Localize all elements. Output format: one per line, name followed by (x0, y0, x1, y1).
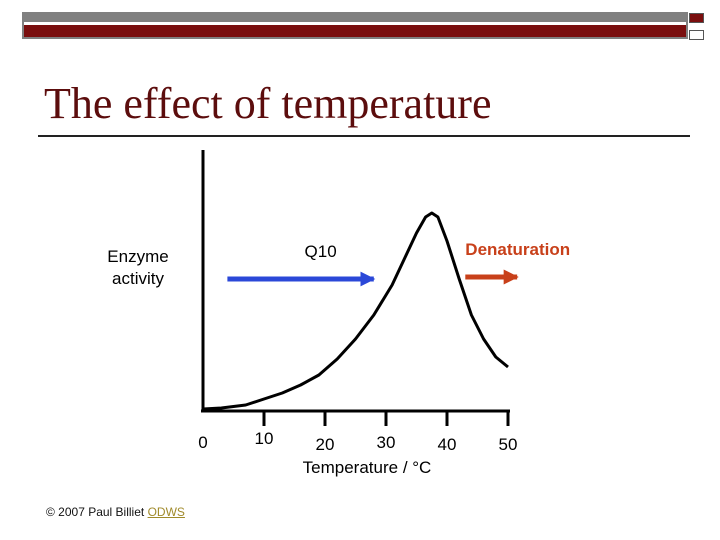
banner-corner-box-top (689, 13, 704, 23)
credit-text: © 2007 Paul Billiet (46, 505, 145, 519)
x-tick-label-40: 40 (438, 435, 457, 454)
q10-label: Q10 (305, 242, 337, 261)
copyright-credit: © 2007 Paul Billiet ODWS (46, 505, 185, 519)
x-tick-label-10: 10 (255, 429, 274, 448)
y-axis-label: Enzyme activity (107, 247, 169, 288)
banner-corner-box-bottom (689, 30, 704, 40)
x-tick-label-20: 20 (316, 435, 335, 454)
denaturation-label: Denaturation (465, 240, 570, 259)
x-tick-label-30: 30 (377, 433, 396, 452)
x-tick-label-0: 0 (198, 433, 207, 452)
credit-link[interactable]: ODWS (147, 505, 185, 519)
activity-curve-series (202, 211, 509, 411)
x-axis-title: Temperature / °C (303, 458, 432, 477)
title-banner (22, 12, 688, 39)
slide-title: The effect of temperature (44, 79, 492, 128)
title-underline (38, 135, 690, 137)
x-tick-label-50: 50 (499, 435, 518, 454)
